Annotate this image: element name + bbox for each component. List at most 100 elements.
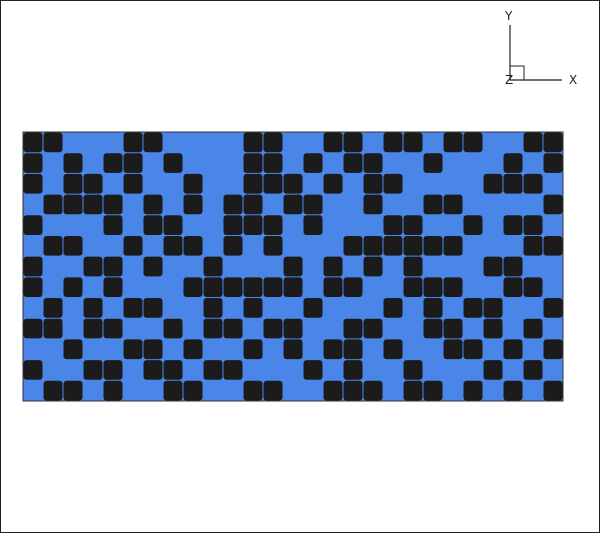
solid-block: [543, 194, 563, 215]
solid-block: [463, 215, 483, 235]
solid-block: [363, 318, 383, 339]
solid-block: [403, 215, 423, 235]
solid-block: [103, 277, 123, 298]
solid-block: [363, 153, 383, 173]
solid-block: [343, 318, 363, 339]
solid-block: [443, 339, 463, 360]
solid-block: [303, 360, 323, 380]
solid-block: [23, 360, 43, 380]
solid-block: [103, 380, 123, 401]
solid-block: [343, 339, 363, 360]
solid-block: [83, 194, 103, 215]
solid-block: [463, 339, 483, 360]
solid-block: [543, 132, 563, 153]
solid-block: [123, 173, 143, 194]
solid-block: [23, 277, 43, 298]
y-axis-label: Y: [504, 9, 513, 23]
solid-block: [263, 318, 283, 339]
solid-block: [283, 173, 303, 194]
solid-block: [403, 380, 423, 401]
solid-block: [423, 153, 443, 173]
solid-block: [183, 173, 203, 194]
solid-block: [243, 132, 263, 153]
solid-block: [503, 339, 523, 360]
solid-block: [243, 380, 263, 401]
solid-block: [543, 380, 563, 401]
solid-block: [423, 194, 443, 215]
solid-block: [543, 339, 563, 360]
solid-block: [23, 132, 43, 153]
solid-block: [503, 215, 523, 235]
solid-block: [203, 256, 223, 277]
solid-block: [423, 318, 443, 339]
solid-block: [103, 194, 123, 215]
solid-block: [163, 153, 183, 173]
solid-block: [83, 256, 103, 277]
solid-block: [243, 194, 263, 215]
solid-block: [323, 380, 343, 401]
solid-block: [63, 173, 83, 194]
field-outline: [22, 131, 564, 402]
solid-block: [463, 298, 483, 318]
solid-block: [223, 235, 243, 256]
solid-block: [283, 256, 303, 277]
solid-block: [503, 380, 523, 401]
solid-block: [123, 339, 143, 360]
solid-block: [63, 339, 83, 360]
solid-block: [443, 277, 463, 298]
solid-block: [523, 215, 543, 235]
solid-block: [143, 360, 163, 380]
solid-block: [203, 318, 223, 339]
solid-block: [263, 380, 283, 401]
solid-block: [163, 360, 183, 380]
solid-block: [343, 235, 363, 256]
solid-block: [483, 173, 503, 194]
solid-block: [263, 277, 283, 298]
solid-block: [443, 318, 463, 339]
solid-block: [243, 153, 263, 173]
solid-block: [403, 256, 423, 277]
solid-block: [83, 298, 103, 318]
axis-triad: Y X Z: [504, 9, 577, 87]
z-axis-label: Z: [505, 73, 513, 87]
solid-block: [263, 132, 283, 153]
solid-block: [343, 132, 363, 153]
solid-block: [343, 380, 363, 401]
solid-block: [203, 298, 223, 318]
solid-block: [383, 298, 403, 318]
solid-block: [183, 277, 203, 298]
solid-block: [503, 256, 523, 277]
solid-block: [323, 256, 343, 277]
solid-block: [363, 194, 383, 215]
solid-block: [383, 132, 403, 153]
x-axis-label: X: [569, 73, 577, 87]
solid-block: [403, 132, 423, 153]
solid-block: [183, 194, 203, 215]
solid-block: [543, 298, 563, 318]
solid-block: [143, 215, 163, 235]
solid-block: [103, 318, 123, 339]
solid-block: [163, 235, 183, 256]
solid-block: [43, 318, 63, 339]
solid-block: [203, 277, 223, 298]
solid-block: [383, 339, 403, 360]
solid-block: [323, 277, 343, 298]
solid-block: [143, 256, 163, 277]
solid-block: [223, 277, 243, 298]
solid-block: [423, 380, 443, 401]
solid-block: [323, 173, 343, 194]
solid-block: [403, 277, 423, 298]
solid-block: [523, 132, 543, 153]
solid-block: [23, 256, 43, 277]
solid-block: [283, 318, 303, 339]
solid-block: [183, 380, 203, 401]
solid-block: [203, 360, 223, 380]
solid-block: [283, 339, 303, 360]
solid-block: [443, 132, 463, 153]
solid-block: [383, 173, 403, 194]
solid-block: [263, 215, 283, 235]
solid-block: [243, 173, 263, 194]
porous-field: [22, 131, 564, 402]
solid-block: [263, 153, 283, 173]
solid-block: [463, 380, 483, 401]
